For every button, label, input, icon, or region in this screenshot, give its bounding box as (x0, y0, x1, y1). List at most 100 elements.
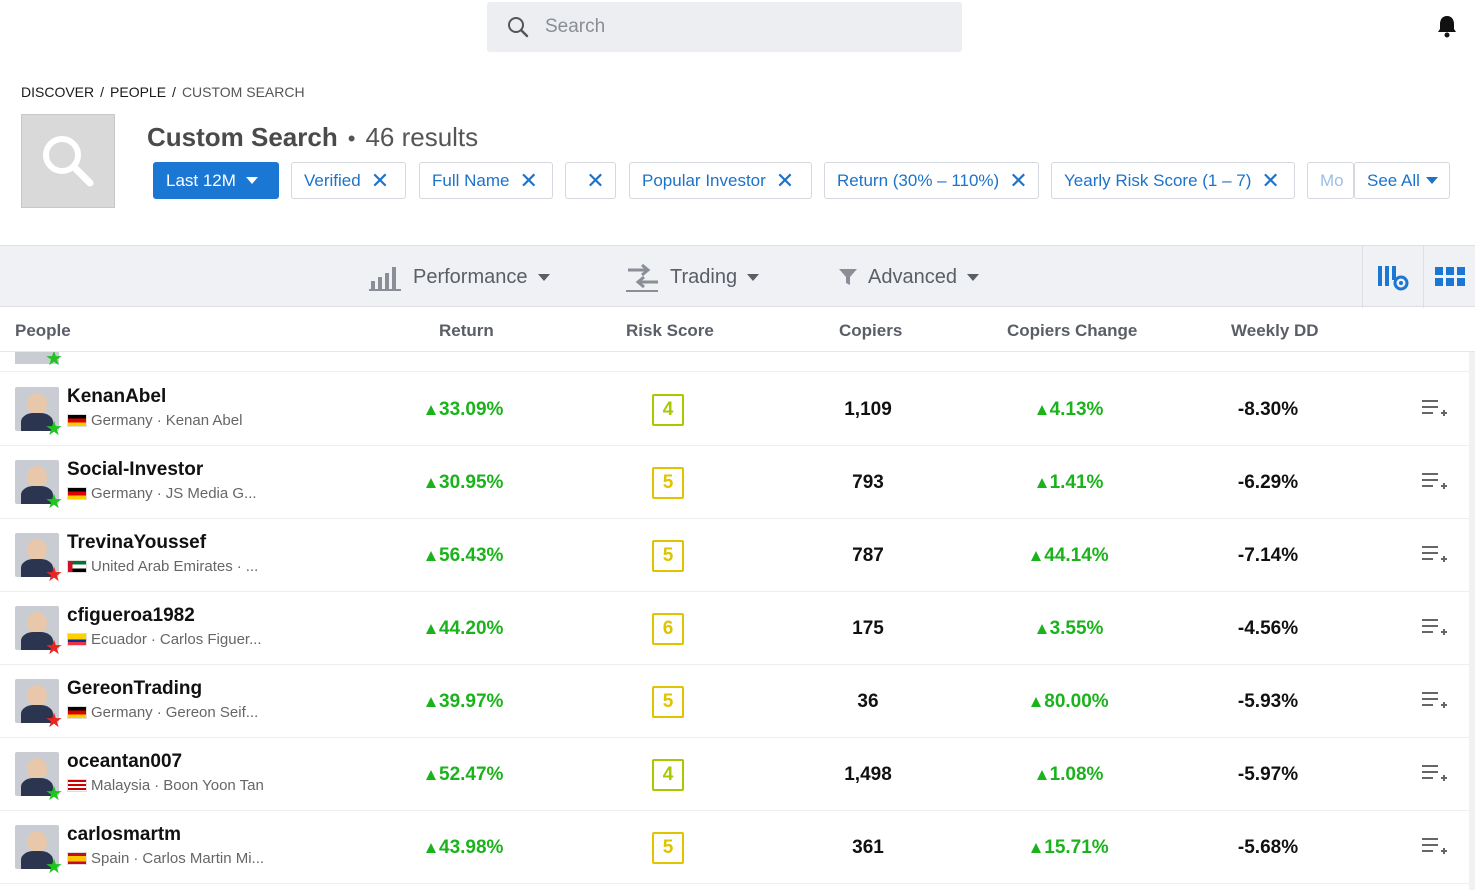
arrow-up-icon (426, 770, 436, 780)
username[interactable]: carlosmartm (67, 824, 182, 845)
copiers-change-text: 80.00% (1044, 691, 1109, 712)
add-to-list-icon[interactable] (1421, 617, 1449, 639)
performance-menu[interactable]: Performance (369, 246, 550, 308)
username[interactable]: KenanAbel (67, 386, 167, 407)
user-subline: Germany · JS Media G... (67, 485, 257, 502)
copiers-change-value: 80.00% (1000, 691, 1140, 713)
close-icon[interactable]: ✕ (775, 167, 795, 193)
trading-menu[interactable]: Trading (626, 246, 760, 308)
copiers-value: 1,109 (844, 399, 892, 420)
filter-chip-popular-investor[interactable]: Popular Investor ✕ (629, 162, 812, 199)
column-header-risk-score[interactable]: Risk Score (626, 321, 714, 340)
add-to-list-icon[interactable] (1421, 836, 1449, 858)
table-row[interactable]: ★ Social-Investor Germany · JS Media G..… (0, 446, 1475, 519)
scrollbar[interactable] (1469, 352, 1475, 890)
close-icon[interactable]: ✕ (586, 167, 605, 193)
bell-icon[interactable] (1436, 14, 1458, 38)
avatar[interactable] (15, 752, 59, 796)
table-row[interactable]: ★ carlosmartm Spain · Carlos Martin Mi..… (0, 811, 1475, 884)
copiers-change-text: 44.14% (1044, 545, 1109, 566)
search-bar[interactable] (487, 2, 962, 52)
star-icon: ★ (45, 637, 63, 659)
arrow-up-icon (1031, 843, 1042, 853)
return-value: 44.20% (426, 618, 503, 640)
subline-separator: · (133, 850, 139, 867)
close-icon[interactable]: ✕ (519, 167, 538, 193)
filter-chip-full-name[interactable]: Full Name ✕ (419, 162, 553, 199)
star-icon: ★ (45, 564, 63, 586)
add-to-list-icon[interactable] (1421, 471, 1449, 493)
avatar[interactable] (15, 679, 59, 723)
copiers-change-value: 15.71% (1000, 837, 1140, 859)
results-count: 46 results (365, 122, 479, 152)
column-header-copiers-change[interactable]: Copiers Change (1007, 321, 1138, 340)
table-row[interactable]: ★ oceantan007 Malaysia · Boon Yoon Tan 5… (0, 738, 1475, 811)
grid-view-button[interactable] (1423, 246, 1475, 308)
table-row[interactable]: ★ KenanAbel Germany · Kenan Abel 33.09% … (0, 373, 1475, 446)
column-header-copiers[interactable]: Copiers (839, 321, 903, 340)
flag-icon (67, 852, 87, 865)
full-name: Carlos Figuer... (159, 631, 262, 648)
filter-chip-empty[interactable]: ✕ (565, 162, 616, 199)
avatar[interactable] (15, 533, 59, 577)
full-name: Kenan Abel (165, 412, 243, 429)
arrow-up-icon (1036, 624, 1047, 634)
arrow-up-icon (1031, 551, 1042, 561)
filter-chip-risk-score[interactable]: Yearly Risk Score (1 – 7) ✕ (1051, 162, 1295, 199)
arrow-up-icon (1036, 405, 1047, 415)
advanced-menu[interactable]: Advanced (838, 246, 979, 308)
add-to-list-icon[interactable] (1421, 763, 1449, 785)
add-to-list-icon[interactable] (1421, 398, 1449, 420)
close-icon[interactable]: ✕ (1261, 167, 1280, 193)
add-to-list-icon[interactable] (1421, 690, 1449, 712)
avatar[interactable] (15, 387, 59, 431)
breadcrumb-discover[interactable]: DISCOVER (21, 84, 95, 100)
risk-score-badge: 4 (652, 394, 684, 426)
filter-chip-label: Full Name (432, 170, 510, 190)
column-settings-button[interactable] (1362, 246, 1422, 308)
return-text: 52.47% (439, 764, 504, 785)
see-all-button[interactable]: See All (1354, 162, 1450, 199)
chevron-down-icon (966, 273, 979, 281)
return-value: 39.97% (426, 691, 503, 713)
username[interactable]: cfigueroa1982 (67, 605, 195, 626)
avatar[interactable] (15, 460, 59, 504)
column-header-weekly-dd[interactable]: Weekly DD (1231, 321, 1319, 340)
close-icon[interactable]: ✕ (370, 167, 390, 193)
column-header-return[interactable]: Return (439, 321, 494, 340)
risk-score-badge: 5 (652, 686, 684, 718)
return-value: 43.98% (426, 837, 503, 859)
column-header-people[interactable]: People (15, 321, 71, 340)
username[interactable]: Social-Investor (67, 459, 204, 480)
username[interactable]: TrevinaYoussef (67, 532, 207, 553)
full-name: Gereon Seif... (165, 704, 259, 721)
table-row[interactable]: ★ TrevinaYoussef United Arab Emirates · … (0, 519, 1475, 592)
table-row[interactable]: ★ GereonTrading Germany · Gereon Seif...… (0, 665, 1475, 738)
add-to-list-icon[interactable] (1421, 544, 1449, 566)
copiers-change-text: 1.41% (1049, 472, 1104, 493)
copiers-value: 787 (852, 545, 884, 566)
filter-chip-more[interactable]: Mo (1307, 162, 1354, 199)
subline-separator: · (156, 412, 162, 429)
breadcrumb-people[interactable]: PEOPLE (110, 84, 167, 100)
subline-separator: · (154, 777, 160, 794)
copiers-change-value: 1.41% (1000, 472, 1140, 494)
breadcrumb: DISCOVER / PEOPLE / CUSTOM SEARCH (21, 84, 305, 100)
avatar (15, 352, 59, 364)
title-separator: • (347, 126, 356, 151)
filter-chip-verified[interactable]: Verified ✕ (291, 162, 406, 199)
filter-chip-return[interactable]: Return (30% – 110%) ✕ (824, 162, 1039, 199)
username[interactable]: oceantan007 (67, 751, 183, 772)
period-dropdown[interactable]: Last 12M (153, 162, 279, 199)
table-row[interactable]: ★ cfigueroa1982 Ecuador · Carlos Figuer.… (0, 592, 1475, 665)
country: Ecuador (91, 631, 147, 648)
avatar[interactable] (15, 606, 59, 650)
star-icon: ★ (45, 710, 63, 732)
close-icon[interactable]: ✕ (1009, 167, 1028, 193)
search-input[interactable] (545, 16, 925, 38)
star-icon: ★ (45, 418, 63, 440)
avatar[interactable] (15, 825, 59, 869)
username[interactable]: GereonTrading (67, 678, 203, 699)
copiers-change-value: 1.08% (1000, 764, 1140, 786)
columns-settings-icon (1377, 266, 1408, 291)
